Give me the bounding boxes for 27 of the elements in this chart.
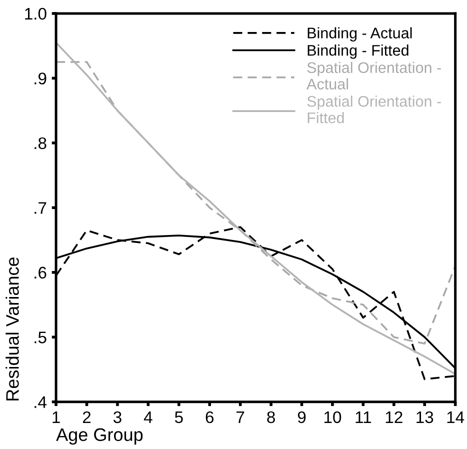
x-tick-label: 11 xyxy=(356,411,372,423)
legend-label: Spatial Orientation - Fitted xyxy=(307,96,441,124)
x-tick-label: 10 xyxy=(324,411,342,424)
x-tick-label: 1 xyxy=(52,411,60,423)
x-axis-title: Age Group xyxy=(56,428,143,445)
x-tick-label: 13 xyxy=(416,411,434,424)
legend-label: Binding - Actual xyxy=(308,27,412,42)
legend-label: Binding - Fitted xyxy=(308,44,408,59)
y-axis-title: Residual Variance xyxy=(6,257,19,400)
y-tick-label: .4 xyxy=(34,396,47,408)
x-tick-label: 14 xyxy=(447,411,464,423)
x-tick-label: 4 xyxy=(144,411,152,423)
x-tick-label: 8 xyxy=(267,411,275,424)
y-tick-label: .8 xyxy=(34,137,46,150)
x-tick-label: 6 xyxy=(206,411,214,424)
y-tick-label: .7 xyxy=(34,202,46,214)
y-tick-label: 1.0 xyxy=(25,8,46,20)
x-tick-label: 7 xyxy=(236,411,244,423)
x-tick-label: 3 xyxy=(113,411,122,424)
legend-label: Spatial Orientation - Actual xyxy=(306,62,441,90)
x-tick-label: 5 xyxy=(174,411,183,424)
y-tick-label: .9 xyxy=(34,72,46,84)
y-tick-label: .5 xyxy=(34,332,46,344)
x-tick-label: 2 xyxy=(82,411,91,423)
y-tick-label: .6 xyxy=(34,266,46,279)
x-tick-label: 12 xyxy=(386,411,402,423)
x-tick-label: 9 xyxy=(298,411,306,424)
